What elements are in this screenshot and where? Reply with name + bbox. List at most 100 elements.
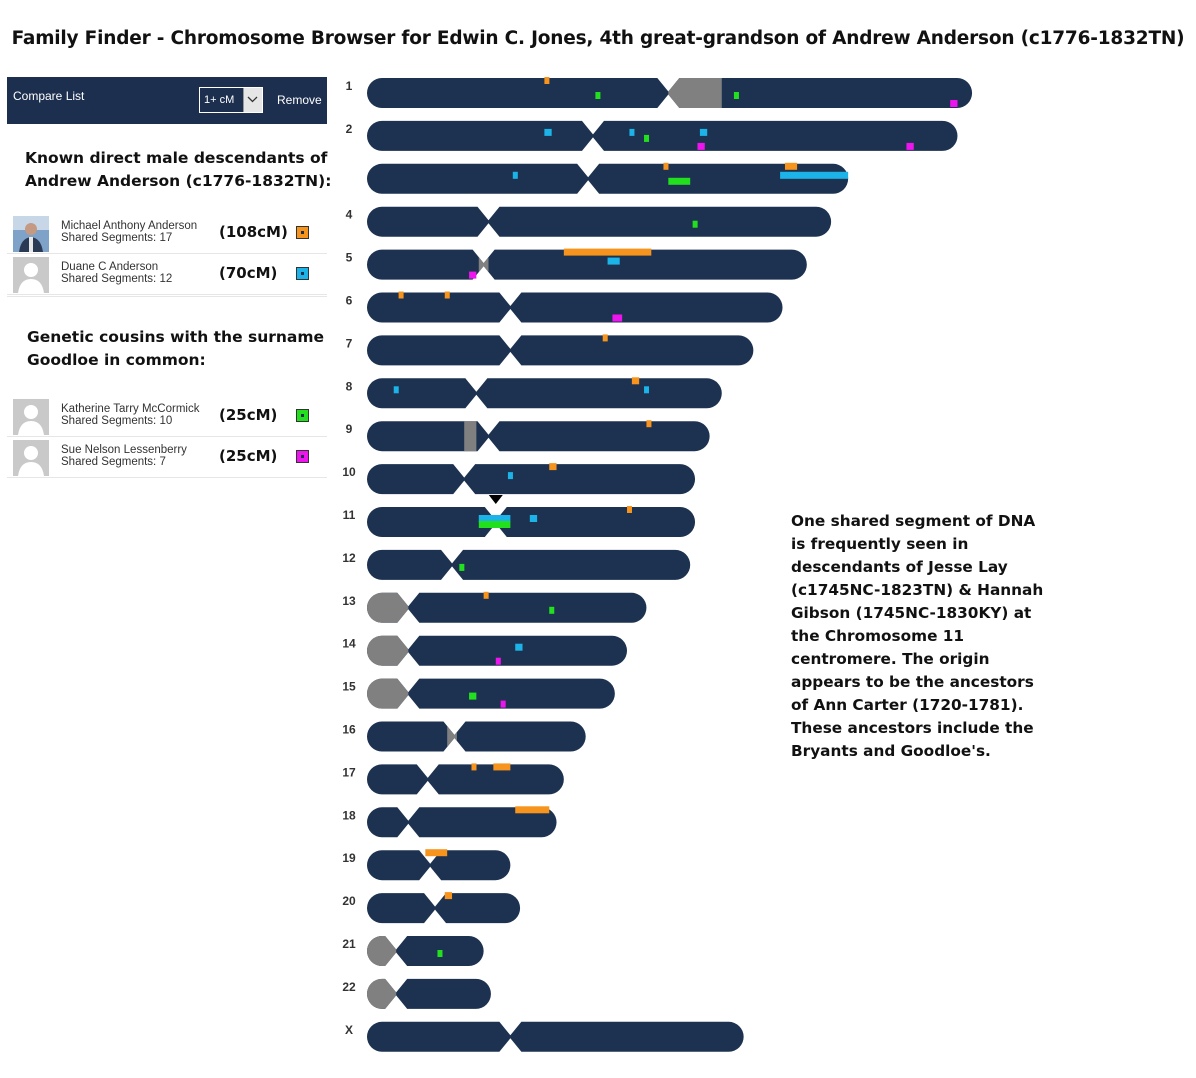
chromosome-14[interactable]: 14 [342, 635, 628, 666]
segment-cyan[interactable] [515, 643, 523, 651]
segment-green[interactable] [459, 563, 465, 571]
cm-threshold-select[interactable]: 1+ cM [199, 87, 263, 113]
chromosome-10[interactable]: 10 [342, 463, 696, 495]
segment-orange[interactable] [398, 291, 404, 299]
chevron-down-icon[interactable] [243, 88, 262, 112]
chromosome-body[interactable] [367, 764, 564, 795]
segment-orange[interactable] [425, 849, 448, 857]
chromosome-20[interactable]: 20 [342, 892, 521, 924]
avatar-placeholder[interactable] [13, 399, 49, 435]
segment-orange[interactable] [493, 763, 511, 771]
segment-cyan[interactable] [544, 128, 552, 136]
chromosome-16[interactable]: 16 [342, 721, 586, 752]
chromosome-body[interactable] [367, 163, 849, 194]
chromosome-1[interactable]: 1 [346, 77, 973, 108]
chromosome-body[interactable] [367, 893, 521, 924]
match-name[interactable]: Katherine Tarry McCormick [61, 403, 200, 415]
chromosome-body[interactable] [367, 335, 754, 366]
chromosome-9[interactable]: 9 [346, 420, 710, 452]
segment-green[interactable] [437, 950, 443, 957]
segment-green[interactable] [469, 692, 477, 700]
chromosome-11[interactable]: 11 [343, 495, 696, 537]
segment-cyan[interactable] [607, 257, 620, 265]
chromosome-body[interactable] [367, 421, 710, 452]
segment-green[interactable] [668, 177, 691, 185]
segment-magenta[interactable] [697, 142, 705, 150]
chromosome-body[interactable] [367, 978, 491, 1009]
segment-cyan[interactable] [644, 386, 650, 394]
match-row[interactable]: Duane C Anderson Shared Segments: 12 (70… [7, 254, 327, 295]
chromosome-body[interactable] [367, 850, 511, 881]
chromosome-body[interactable] [367, 549, 691, 580]
segment-orange[interactable] [471, 763, 477, 771]
segment-green[interactable] [733, 92, 739, 99]
segment-magenta[interactable] [469, 271, 477, 279]
chromosome-body[interactable] [367, 635, 628, 666]
chromosome-4[interactable]: 4 [346, 206, 832, 237]
chromosome-17[interactable]: 17 [342, 763, 564, 795]
chromosome-body[interactable] [367, 120, 958, 151]
chromosome-body[interactable] [367, 807, 557, 838]
chromosome-body[interactable] [367, 678, 615, 709]
segment-green[interactable] [595, 92, 601, 99]
chromosome-21[interactable]: 21 [342, 936, 484, 966]
match-color-box[interactable] [296, 409, 309, 422]
match-color-box[interactable] [296, 450, 309, 463]
segment-cyan[interactable] [507, 472, 513, 480]
chromosome-body[interactable] [367, 721, 586, 752]
segment-cyan[interactable] [512, 171, 518, 179]
chromosome-18[interactable]: 18 [342, 806, 557, 838]
match-color-box[interactable] [296, 267, 309, 280]
segment-magenta[interactable] [500, 700, 506, 708]
chromosome-X[interactable]: X [345, 1021, 744, 1052]
segment-orange[interactable] [549, 463, 557, 471]
avatar-placeholder[interactable] [13, 440, 49, 476]
segment-magenta[interactable] [495, 657, 501, 665]
match-name[interactable]: Sue Nelson Lessenberry [61, 444, 187, 456]
chromosome-body[interactable] [367, 206, 832, 237]
segment-orange[interactable] [663, 162, 669, 170]
match-name[interactable]: Duane C Anderson [61, 261, 159, 273]
segment-magenta[interactable] [906, 142, 914, 150]
chromosome-body[interactable] [367, 592, 647, 623]
match-color-box[interactable] [296, 226, 309, 239]
avatar-placeholder[interactable] [13, 257, 49, 293]
chromosome-2[interactable]: 2 [346, 120, 958, 151]
segment-orange[interactable] [444, 892, 453, 900]
chromosome-22[interactable]: 22 [342, 978, 491, 1009]
chromosome-body[interactable] [367, 249, 807, 280]
chromosome-6[interactable]: 6 [346, 291, 783, 323]
segment-orange[interactable] [631, 377, 640, 385]
segment-orange[interactable] [602, 334, 608, 342]
segment-cyan[interactable] [529, 515, 538, 522]
segment-cyan[interactable] [393, 386, 399, 394]
segment-orange[interactable] [483, 591, 489, 599]
match-row[interactable]: Michael Anthony Anderson Shared Segments… [7, 213, 327, 254]
segment-cyan[interactable] [780, 171, 849, 179]
chromosome-7[interactable]: 7 [346, 334, 754, 366]
match-row[interactable]: Sue Nelson Lessenberry Shared Segments: … [7, 437, 327, 478]
remove-button[interactable]: Remove [277, 93, 322, 107]
segment-orange[interactable] [563, 248, 652, 256]
match-name[interactable]: Michael Anthony Anderson [61, 220, 198, 232]
segment-orange[interactable] [646, 420, 652, 428]
chromosome-body[interactable] [367, 464, 696, 495]
segment-magenta[interactable] [950, 100, 958, 107]
segment-orange[interactable] [444, 291, 450, 299]
segment-orange[interactable] [544, 77, 550, 84]
chromosome-5[interactable]: 5 [346, 248, 807, 280]
segment-cyan[interactable] [629, 128, 635, 136]
avatar-photo[interactable] [13, 216, 49, 252]
segment-orange[interactable] [515, 806, 550, 814]
match-row[interactable]: Katherine Tarry McCormick Shared Segment… [7, 396, 327, 437]
chromosome-unlabeled[interactable] [367, 162, 849, 194]
chromosome-body[interactable] [367, 936, 484, 966]
chromosome-body[interactable] [367, 292, 783, 323]
segment-green[interactable] [549, 606, 555, 614]
chromosome-body[interactable] [366, 1021, 744, 1052]
chromosome-8[interactable]: 8 [346, 377, 722, 409]
segment-cyan[interactable] [699, 128, 708, 136]
segment-magenta[interactable] [612, 314, 623, 322]
segment-orange[interactable] [784, 162, 798, 170]
segment-green[interactable] [692, 220, 698, 228]
